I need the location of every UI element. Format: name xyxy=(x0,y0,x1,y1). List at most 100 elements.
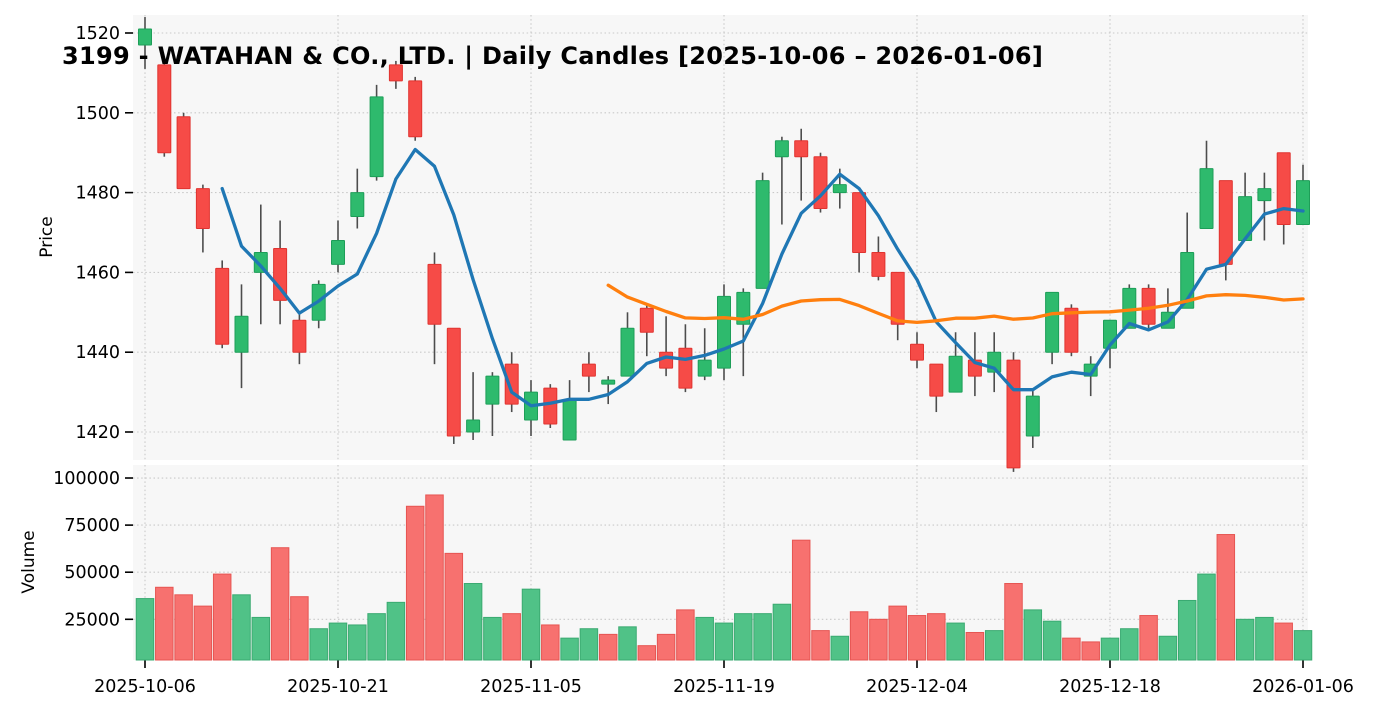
candle-body xyxy=(446,327,461,437)
volume-bar xyxy=(386,601,406,661)
candle-body xyxy=(176,116,191,190)
price-panel-background xyxy=(133,15,1308,460)
candle-body xyxy=(273,247,288,301)
volume-bar xyxy=(888,605,907,661)
volume-bar xyxy=(598,633,618,661)
volume-bar xyxy=(946,622,965,661)
date-tick-label: 2025-11-19 xyxy=(673,677,775,697)
price-tick-label: 1480 xyxy=(75,184,120,204)
volume-bar xyxy=(676,609,695,661)
price-tick-label: 1500 xyxy=(75,104,120,124)
ma5-line xyxy=(220,147,1305,408)
volume-bar xyxy=(1062,637,1081,661)
volume-bar xyxy=(502,613,521,661)
volume-bar xyxy=(251,616,271,661)
volume-bar xyxy=(425,494,444,661)
volume-tick-label: 75000 xyxy=(64,516,120,536)
candle-body xyxy=(195,188,210,230)
volume-tick-label: 25000 xyxy=(64,610,120,630)
candle-body xyxy=(755,180,770,289)
candle-body xyxy=(1006,359,1021,469)
candle-body xyxy=(871,251,886,277)
candle-body xyxy=(350,192,365,218)
candle-body xyxy=(948,355,963,393)
volume-bar xyxy=(1120,628,1139,661)
volume-bar xyxy=(984,630,1004,661)
volume-bar xyxy=(656,633,676,661)
volume-bar xyxy=(811,630,830,661)
volume-bar xyxy=(541,624,560,661)
volume-bar xyxy=(1042,620,1062,661)
volume-bar xyxy=(290,596,309,661)
candle-body xyxy=(331,239,345,265)
candle-body xyxy=(157,64,172,154)
candle-body xyxy=(601,379,616,385)
candle-body xyxy=(543,387,558,425)
volume-bar xyxy=(695,616,714,661)
candle-body xyxy=(794,140,809,158)
volume-bar xyxy=(405,505,425,661)
candle-body xyxy=(852,192,867,253)
candle-body xyxy=(678,347,693,389)
volume-bar xyxy=(907,615,927,661)
volume-bar xyxy=(791,539,811,661)
volume-axis-label: Volume xyxy=(19,530,39,594)
candle-body xyxy=(388,64,403,82)
chart-title: 3199 - WATAHAN & CO., LTD. | Daily Candl… xyxy=(62,42,1044,70)
candle-body xyxy=(427,263,442,325)
volume-bar xyxy=(560,637,579,661)
candle-body xyxy=(562,399,577,441)
price-tick-label: 1460 xyxy=(75,263,120,283)
date-tick-label: 2025-12-18 xyxy=(1059,677,1161,697)
volume-bar xyxy=(714,622,734,661)
candle-body xyxy=(639,307,654,333)
candles xyxy=(138,17,1310,472)
price-tick-label: 1520 xyxy=(75,24,120,44)
date-tick-label: 2025-12-04 xyxy=(866,677,968,697)
volume-bar xyxy=(579,628,599,661)
volume-bar xyxy=(830,635,850,661)
candle-body xyxy=(138,28,152,46)
date-tick-label: 2025-10-06 xyxy=(94,677,196,697)
candle-body xyxy=(736,291,751,325)
volume-bar xyxy=(309,628,328,661)
volume-bar xyxy=(483,616,502,661)
candle-body xyxy=(620,327,635,377)
candle-body xyxy=(1045,291,1060,353)
candle-body xyxy=(485,375,500,405)
candle-body xyxy=(832,184,847,194)
candle-body xyxy=(813,156,828,210)
candle-body xyxy=(910,343,924,361)
volume-bar xyxy=(1100,637,1120,661)
volume-bar xyxy=(965,631,985,661)
price-axis-label: Price xyxy=(37,216,57,258)
volume-bar xyxy=(521,588,541,661)
price-tick-label: 1440 xyxy=(75,343,120,363)
volume-bar xyxy=(1158,635,1178,661)
candle-body xyxy=(581,363,596,377)
volume-bar xyxy=(927,613,946,661)
candle-body xyxy=(1199,168,1214,230)
volume-bar xyxy=(135,598,155,661)
volume-bar xyxy=(444,552,464,661)
volume-bars xyxy=(135,494,1313,661)
volume-bar xyxy=(348,624,367,661)
volume-bar xyxy=(1139,615,1158,661)
volume-bar xyxy=(753,613,772,661)
volume-bar xyxy=(193,605,213,661)
candle-body xyxy=(929,363,944,397)
candle-body xyxy=(1218,180,1233,265)
volume-bar xyxy=(637,645,657,661)
volume-bar xyxy=(463,583,483,661)
volume-bar xyxy=(1177,599,1197,661)
volume-bar xyxy=(1004,583,1023,661)
volume-bar xyxy=(328,622,348,661)
volume-bar xyxy=(1274,622,1293,661)
volume-bar xyxy=(1023,609,1043,661)
candle-body xyxy=(369,96,384,178)
volume-bar xyxy=(1255,616,1274,661)
candle-body xyxy=(408,80,423,138)
candle-body xyxy=(292,319,307,353)
